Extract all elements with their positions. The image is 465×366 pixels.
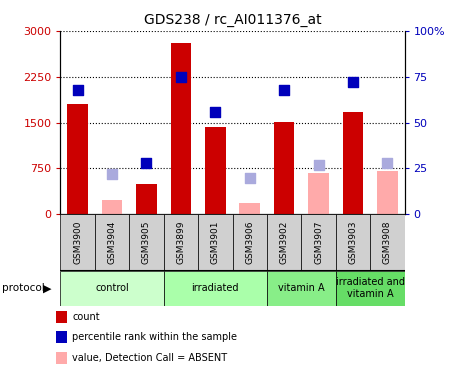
Text: GSM3900: GSM3900 (73, 221, 82, 264)
Text: ▶: ▶ (43, 283, 51, 293)
Bar (343, 112, 363, 214)
Point (108, 171, 116, 177)
Bar (239, 203, 260, 214)
Bar (267, 214, 301, 271)
Text: protocol: protocol (2, 283, 45, 293)
Bar (60, 271, 164, 306)
Bar (336, 214, 370, 271)
Bar (198, 214, 232, 271)
Text: GDS238 / rc_AI011376_at: GDS238 / rc_AI011376_at (144, 13, 321, 27)
Bar (232, 214, 267, 271)
Text: GSM3899: GSM3899 (176, 221, 186, 264)
Text: count: count (72, 312, 100, 322)
Bar (164, 271, 267, 306)
Point (384, 160, 391, 166)
Text: GSM3906: GSM3906 (245, 221, 254, 264)
Text: control: control (95, 283, 129, 293)
Text: value, Detection Call = ABSENT: value, Detection Call = ABSENT (72, 352, 227, 363)
Bar (102, 200, 122, 214)
Text: GSM3905: GSM3905 (142, 221, 151, 264)
Text: GSM3901: GSM3901 (211, 221, 220, 264)
Text: GSM3904: GSM3904 (107, 221, 117, 264)
Point (74, 87, 81, 93)
Text: irradiated and
vitamin A: irradiated and vitamin A (336, 277, 405, 299)
Text: irradiated: irradiated (192, 283, 239, 293)
Text: vitamin A: vitamin A (278, 283, 325, 293)
Bar (274, 122, 294, 214)
Bar (60, 214, 95, 271)
Text: GSM3907: GSM3907 (314, 221, 323, 264)
Bar (205, 127, 226, 214)
Bar (301, 214, 336, 271)
Bar (171, 43, 191, 214)
Bar (377, 171, 398, 214)
Point (280, 87, 288, 93)
Point (143, 160, 150, 166)
Bar (129, 214, 164, 271)
Text: GSM3903: GSM3903 (348, 221, 358, 264)
Point (212, 109, 219, 115)
Bar (136, 184, 157, 214)
Bar (336, 271, 405, 306)
Text: GSM3902: GSM3902 (279, 221, 289, 264)
Bar (67, 104, 88, 214)
Point (177, 74, 185, 80)
Bar (308, 173, 329, 214)
Bar (95, 214, 129, 271)
Bar (370, 214, 405, 271)
Text: percentile rank within the sample: percentile rank within the sample (72, 332, 237, 343)
Point (315, 162, 322, 168)
Bar (267, 271, 336, 306)
Point (349, 79, 357, 85)
Bar (164, 214, 198, 271)
Point (246, 175, 253, 180)
Text: GSM3908: GSM3908 (383, 221, 392, 264)
